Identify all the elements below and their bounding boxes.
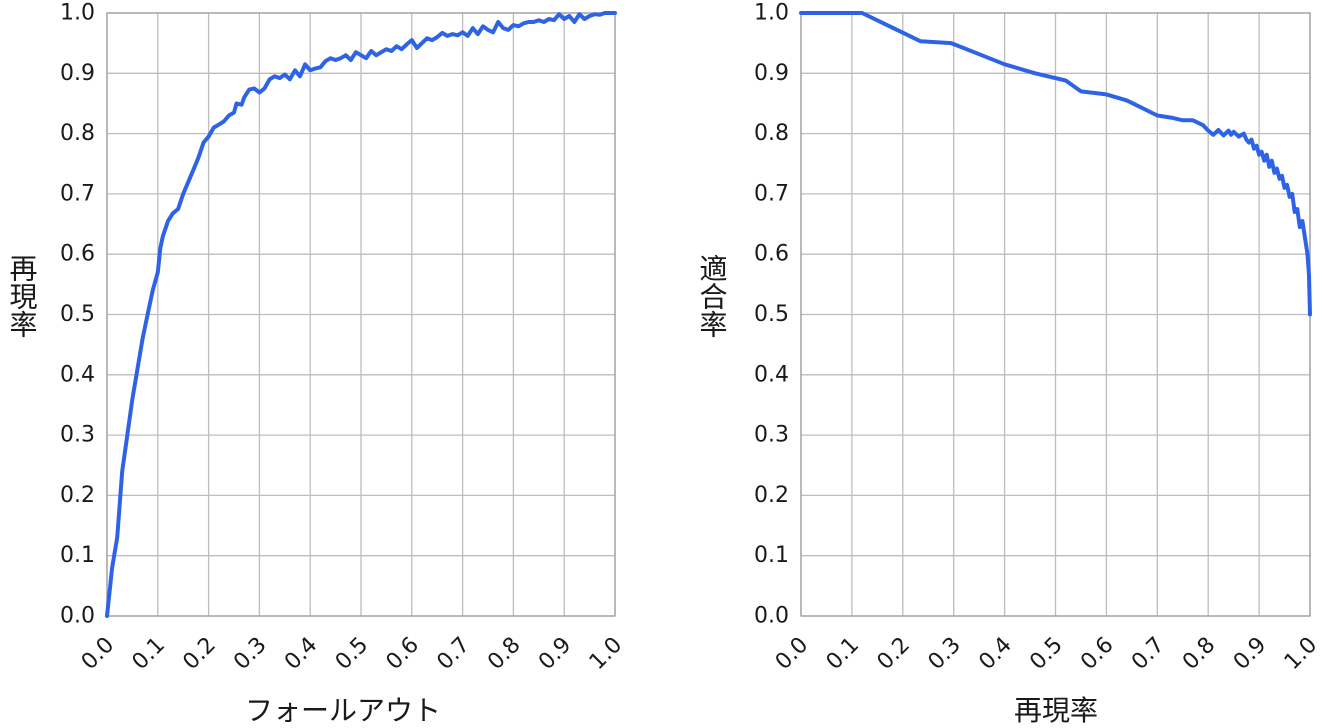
- roc-x-tick-label: 0.3: [229, 633, 271, 675]
- roc-x-tick-label: 0.7: [432, 633, 474, 675]
- roc-tick-labels: 0.0 0.1 0.2 0.3 0.4 0.5 0.6 0.7 0.8 0.9 1.00.00.10…: [60, 1, 627, 675]
- pr-y-tick-label: 0.4: [754, 362, 789, 387]
- pr-y-tick-label: 0.6: [754, 242, 789, 267]
- roc-x-tick-label: 1.0: [585, 633, 627, 675]
- roc-x-tick-label: 0.6: [382, 633, 424, 675]
- roc-y-tick-label: 1.0: [60, 1, 95, 26]
- roc-x-tick-label: 0.5: [331, 633, 373, 675]
- precision-recall-chart: 0.0 0.1 0.2 0.3 0.4 0.5 0.6 0.7 0.8 0.9 1.00.00.10…: [696, 1, 1322, 728]
- roc-x-tick-label: 0.2: [178, 633, 220, 675]
- pr-y-tick-label: 0.1: [754, 543, 789, 568]
- pr-x-tick-label: 0.7: [1127, 633, 1169, 675]
- pr-x-tick-label: 0.5: [1025, 633, 1067, 675]
- roc-y-tick-label: 0.3: [60, 423, 95, 448]
- roc-y-tick-label: 0.9: [60, 61, 95, 86]
- roc-y-tick-label: 0.2: [60, 483, 95, 508]
- roc-y-tick-label: 0.6: [60, 242, 95, 267]
- roc-y-tick-label: 0.0: [60, 604, 95, 629]
- roc-x-axis-label: フォールアウト: [245, 694, 441, 727]
- roc-x-tick-label: 0.0: [77, 633, 119, 675]
- roc-y-tick-label: 0.8: [60, 121, 95, 146]
- pr-grid: [800, 12, 1311, 617]
- pr-y-tick-label: 0.7: [754, 181, 789, 206]
- roc-x-tick-label: 0.8: [483, 633, 525, 675]
- pr-tick-labels: 0.0 0.1 0.2 0.3 0.4 0.5 0.6 0.7 0.8 0.9 1.00.00.10…: [754, 1, 1322, 675]
- pr-x-axis-label: 再現率: [1014, 694, 1098, 727]
- roc-x-tick-label: 0.4: [280, 633, 322, 675]
- roc-chart: 0.0 0.1 0.2 0.3 0.4 0.5 0.6 0.7 0.8 0.9 1.00.00.10…: [6, 1, 628, 728]
- pr-series-line: [799, 11, 1312, 317]
- pr-x-tick-label: 0.3: [924, 633, 966, 675]
- roc-grid: [106, 12, 616, 617]
- pr-x-tick-label: 0.2: [873, 633, 915, 675]
- pr-x-tick-label: 0.0: [771, 633, 813, 675]
- roc-y-tick-label: 0.5: [60, 302, 95, 327]
- pr-y-tick-label: 0.2: [754, 483, 789, 508]
- pr-y-tick-label: 0.0: [754, 604, 789, 629]
- pr-y-tick-label: 0.9: [754, 61, 789, 86]
- pr-x-tick-label: 0.9: [1229, 633, 1271, 675]
- roc-plot-frame: [106, 12, 616, 617]
- pr-x-tick-label: 1.0: [1280, 633, 1322, 675]
- roc-y-tick-label: 0.1: [60, 543, 95, 568]
- pr-y-tick-label: 1.0: [754, 1, 789, 26]
- pr-y-tick-label: 0.3: [754, 423, 789, 448]
- pr-y-tick-label: 0.8: [754, 121, 789, 146]
- pr-y-tick-label: 0.5: [754, 302, 789, 327]
- pr-y-axis-label: 適合率: [696, 254, 729, 338]
- pr-x-tick-label: 0.4: [974, 633, 1016, 675]
- roc-x-tick-label: 0.1: [128, 633, 170, 675]
- pr-x-tick-label: 0.1: [822, 633, 864, 675]
- roc-y-axis-label: 再現率: [6, 254, 39, 338]
- pr-x-tick-label: 0.6: [1076, 633, 1118, 675]
- roc-x-tick-label: 0.9: [534, 633, 576, 675]
- roc-y-tick-label: 0.4: [60, 362, 95, 387]
- roc-y-tick-label: 0.7: [60, 181, 95, 206]
- roc-series-line: [105, 11, 617, 618]
- pr-x-tick-label: 0.8: [1178, 633, 1220, 675]
